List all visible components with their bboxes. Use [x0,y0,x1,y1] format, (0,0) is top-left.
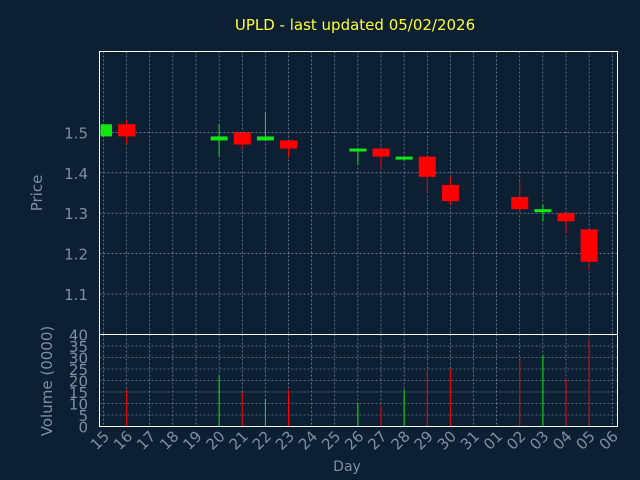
volume-y-tick-label: 10 [69,396,88,414]
volume-y-tick-label: 5 [78,407,88,425]
candle-body [256,136,274,141]
price-y-tick-label: 1.2 [64,246,88,264]
candle-body [233,132,251,145]
price-axis-label: Price [28,175,46,212]
price-y-tick-label: 1.1 [64,286,88,304]
candle-body [100,124,112,137]
candle-body [210,136,228,141]
candle-body [441,184,459,202]
volume-y-tick-label: 15 [69,384,88,402]
price-y-ticks: 1.1 1.2 1.3 1.4 1.5 [64,124,88,304]
volume-y-tick-label: 30 [69,350,88,368]
x-axis-ticks: 1516171819202122232425262728293031010203… [87,427,622,453]
price-candles [100,112,598,270]
candle-body [418,156,436,177]
candle-body [557,213,575,222]
price-panel: 1.1 1.2 1.3 1.4 1.5 Price [28,51,618,335]
candle-body [118,124,136,137]
price-y-tick-label: 1.4 [64,165,88,183]
candle-body [280,140,297,149]
volume-axis-label: Volume (0000) [38,326,56,436]
price-y-tick-label: 1.3 [64,205,88,223]
volume-bars [126,339,590,427]
volume-y-tick-label: 40 [69,327,88,345]
candle-body [395,156,413,160]
price-y-tick-label: 1.5 [64,124,88,142]
volume-y-tick-label: 0 [78,419,88,437]
volume-plot-frame [99,334,618,427]
volume-y-tick-label: 20 [69,373,88,391]
x-axis-label: Day [333,459,361,475]
candle-body [511,197,529,210]
candle-body [580,229,598,262]
candle-body [372,148,390,157]
candle-body [349,148,367,152]
chart-title: UPLD - last updated 05/02/2026 [235,16,475,34]
candle-body [534,209,552,213]
volume-y-tick-label: 35 [69,338,88,356]
volume-y-tick-label: 25 [69,361,88,379]
